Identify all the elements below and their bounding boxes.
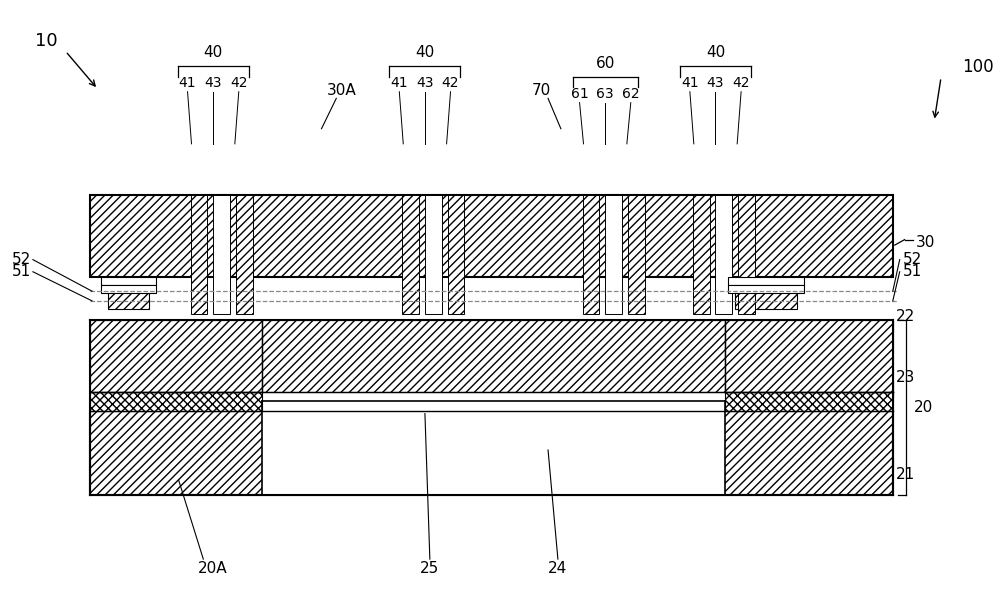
Text: 42: 42 — [732, 76, 750, 90]
Text: 43: 43 — [707, 76, 724, 90]
Bar — [262, 401, 725, 496]
Bar — [213, 195, 230, 314]
Text: 60: 60 — [595, 56, 615, 71]
Bar — [108, 277, 149, 309]
Bar — [262, 320, 725, 392]
Text: 42: 42 — [230, 76, 248, 90]
Bar — [101, 285, 156, 293]
Bar — [90, 392, 262, 410]
Bar — [715, 195, 732, 314]
Bar — [738, 195, 755, 314]
Text: 22: 22 — [896, 309, 915, 324]
Text: 25: 25 — [420, 561, 439, 576]
Bar — [236, 195, 253, 314]
Bar — [583, 195, 599, 314]
Text: 51: 51 — [903, 264, 922, 279]
Bar — [402, 195, 419, 314]
Text: 51: 51 — [12, 264, 31, 279]
Bar — [725, 320, 893, 392]
Text: 52: 52 — [903, 252, 922, 267]
Text: 30: 30 — [915, 234, 935, 250]
Bar — [728, 285, 804, 293]
Text: 70: 70 — [532, 83, 551, 98]
Text: 100: 100 — [962, 58, 993, 76]
Bar — [90, 195, 893, 277]
Bar — [628, 195, 645, 314]
Text: 42: 42 — [442, 76, 459, 90]
Text: 43: 43 — [204, 76, 222, 90]
Text: 52: 52 — [12, 252, 31, 267]
Text: 41: 41 — [179, 76, 196, 90]
Text: 41: 41 — [391, 76, 408, 90]
Bar — [425, 195, 442, 314]
Bar — [448, 195, 464, 314]
Text: 20A: 20A — [198, 561, 228, 576]
Text: 62: 62 — [622, 86, 640, 100]
Text: 40: 40 — [706, 45, 725, 60]
Text: 30A: 30A — [326, 83, 356, 98]
Text: 61: 61 — [571, 86, 588, 100]
Text: 43: 43 — [416, 76, 434, 90]
Text: 20: 20 — [913, 400, 933, 415]
Bar — [90, 410, 893, 496]
Bar — [693, 195, 710, 314]
Bar — [605, 195, 622, 314]
Text: 40: 40 — [415, 45, 435, 60]
Bar — [725, 392, 893, 410]
Text: 10: 10 — [35, 32, 58, 50]
Text: 21: 21 — [896, 466, 915, 482]
Text: 63: 63 — [596, 86, 614, 100]
Text: 23: 23 — [896, 370, 915, 385]
Bar — [191, 195, 207, 314]
Text: 24: 24 — [548, 561, 568, 576]
Bar — [101, 277, 156, 285]
Bar — [90, 320, 262, 392]
Bar — [728, 277, 804, 285]
Bar — [735, 277, 797, 309]
Text: 41: 41 — [681, 76, 699, 90]
Text: 40: 40 — [204, 45, 223, 60]
